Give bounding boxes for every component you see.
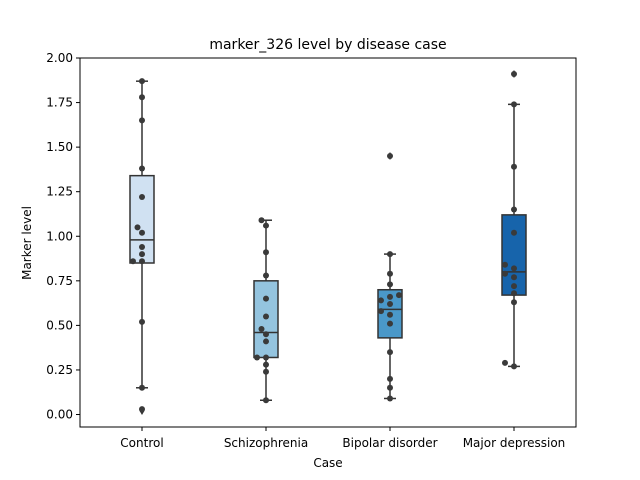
data-point xyxy=(139,406,145,413)
data-point xyxy=(387,384,393,391)
data-point xyxy=(387,395,393,402)
y-tick-label: 1.00 xyxy=(46,229,73,243)
chart-title: marker_326 level by disease case xyxy=(209,37,446,53)
plot-frame xyxy=(79,57,577,428)
data-point xyxy=(263,331,269,338)
data-point xyxy=(387,281,393,288)
data-point xyxy=(378,297,384,304)
data-point xyxy=(139,117,145,124)
y-tick-label: 0.00 xyxy=(46,408,73,422)
x-tick-label: Bipolar disorder xyxy=(342,436,437,450)
boxes-layer xyxy=(129,70,527,415)
data-point xyxy=(263,222,269,229)
data-point xyxy=(396,292,402,299)
y-tick-label: 1.75 xyxy=(46,96,73,110)
data-point xyxy=(263,361,269,368)
data-point xyxy=(263,338,269,345)
data-point xyxy=(139,229,145,236)
data-point xyxy=(254,354,260,361)
data-point xyxy=(263,354,269,361)
data-point xyxy=(263,272,269,279)
data-point xyxy=(502,261,508,268)
data-point xyxy=(511,274,517,281)
data-point xyxy=(511,283,517,290)
data-point xyxy=(139,94,145,101)
box-iqr xyxy=(501,214,527,296)
y-tick-label: 0.25 xyxy=(46,363,73,377)
data-point xyxy=(511,163,517,170)
data-point xyxy=(263,368,269,375)
data-point xyxy=(139,194,145,201)
data-point xyxy=(511,229,517,236)
data-point xyxy=(139,251,145,258)
data-point xyxy=(387,311,393,318)
box-group xyxy=(501,70,527,368)
x-axis-label: Case xyxy=(313,456,342,470)
y-axis-label: Marker level xyxy=(20,206,34,280)
data-point xyxy=(502,359,508,366)
data-point xyxy=(139,258,145,265)
data-point xyxy=(387,153,393,160)
data-point xyxy=(511,71,517,78)
y-axis-ticks: 0.00 0.25 0.50 0.75 1.00 1.25 1.50 1.75 2.00 xyxy=(46,51,80,422)
data-point xyxy=(511,206,517,213)
data-point xyxy=(139,78,145,85)
data-point xyxy=(387,270,393,277)
y-tick-label: 0.75 xyxy=(46,274,73,288)
data-point xyxy=(134,224,141,231)
data-point xyxy=(387,375,393,382)
data-point xyxy=(130,258,136,265)
y-tick-label: 2.00 xyxy=(46,51,73,65)
data-point xyxy=(139,243,145,250)
data-point xyxy=(263,313,269,320)
x-tick-label: Major depression xyxy=(463,436,566,450)
data-point xyxy=(263,397,269,404)
y-tick-label: 1.50 xyxy=(46,140,73,154)
data-point xyxy=(387,293,393,300)
data-point xyxy=(258,217,265,224)
data-point xyxy=(387,320,393,327)
data-point xyxy=(387,349,393,356)
x-axis-ticks: Control Schizophrenia Bipolar disorder Majo… xyxy=(120,427,565,450)
data-point xyxy=(511,363,517,370)
data-point xyxy=(263,249,269,256)
data-point xyxy=(511,265,517,272)
x-tick-label: Control xyxy=(120,436,163,450)
points-layer xyxy=(130,71,517,413)
data-point xyxy=(387,251,393,258)
data-point xyxy=(139,318,145,325)
y-tick-label: 0.50 xyxy=(46,318,73,332)
data-point xyxy=(378,308,384,315)
data-point xyxy=(387,301,393,307)
x-tick-label: Schizophrenia xyxy=(224,436,308,450)
data-point xyxy=(511,299,517,306)
data-point xyxy=(139,165,145,172)
data-point xyxy=(263,295,269,302)
data-point xyxy=(139,384,145,391)
data-point xyxy=(502,270,508,277)
data-point xyxy=(511,101,517,108)
data-point xyxy=(511,290,517,297)
data-point xyxy=(258,325,265,332)
y-tick-label: 1.25 xyxy=(46,185,73,199)
